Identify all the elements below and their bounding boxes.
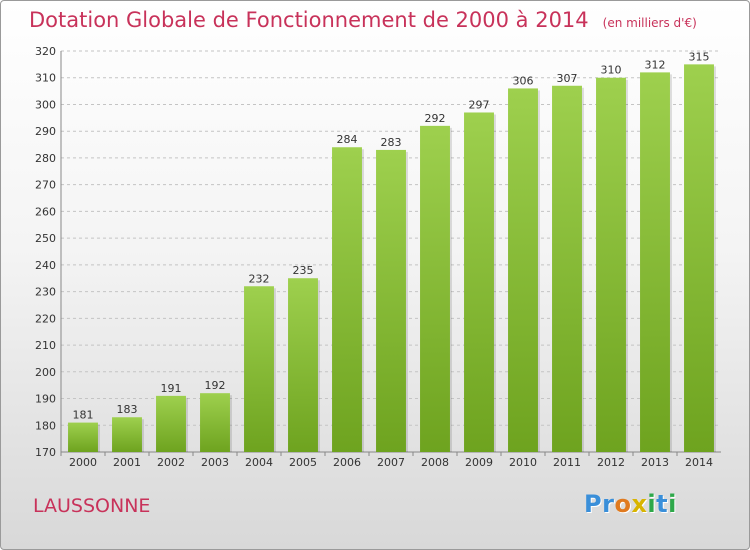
bar-value-label: 283 xyxy=(381,136,402,149)
y-tick-label: 270 xyxy=(35,179,56,192)
bar xyxy=(332,147,362,453)
chart-unit: (en milliers d'€) xyxy=(602,16,697,30)
x-tick-label: 2014 xyxy=(685,456,713,469)
bar-value-label: 191 xyxy=(161,382,182,395)
bar xyxy=(552,85,582,453)
bar xyxy=(464,112,494,452)
x-tick-label: 2005 xyxy=(289,456,317,469)
bar xyxy=(684,64,714,452)
logo-letter: o xyxy=(614,490,632,518)
bar xyxy=(68,422,98,452)
y-tick-label: 200 xyxy=(35,366,56,379)
bar xyxy=(596,77,626,452)
y-tick-label: 220 xyxy=(35,312,56,325)
y-tick-label: 300 xyxy=(35,98,56,111)
logo-letter: P xyxy=(584,490,603,518)
y-tick-label: 170 xyxy=(35,446,56,459)
bar-value-label: 232 xyxy=(249,272,270,285)
x-tick-label: 2011 xyxy=(553,456,581,469)
y-tick-label: 250 xyxy=(35,232,56,245)
bar-value-label: 315 xyxy=(689,50,710,63)
x-tick-label: 2002 xyxy=(157,456,185,469)
x-tick-label: 2010 xyxy=(509,456,537,469)
y-tick-label: 190 xyxy=(35,393,56,406)
x-tick-label: 2013 xyxy=(641,456,669,469)
x-tick-label: 2003 xyxy=(201,456,229,469)
x-tick-label: 2004 xyxy=(245,456,273,469)
y-tick-label: 240 xyxy=(35,259,56,272)
bar xyxy=(376,149,406,452)
logo-letter: x xyxy=(631,490,648,518)
proxiti-logo: Proxiti xyxy=(584,490,677,518)
bar-value-label: 292 xyxy=(425,112,446,125)
y-tick-label: 230 xyxy=(35,286,56,299)
x-tick-label: 2009 xyxy=(465,456,493,469)
bar-value-label: 235 xyxy=(293,264,314,277)
chart-title: Dotation Globale de Fonctionnement de 20… xyxy=(29,8,589,32)
bar-value-label: 312 xyxy=(645,58,666,71)
bar-value-label: 310 xyxy=(601,64,622,77)
y-tick-label: 280 xyxy=(35,152,56,165)
bar xyxy=(112,417,142,452)
x-tick-label: 2008 xyxy=(421,456,449,469)
logo-letter: i xyxy=(668,490,677,518)
y-tick-label: 320 xyxy=(35,45,56,58)
bar xyxy=(244,286,274,452)
y-tick-label: 290 xyxy=(35,125,56,138)
bar-value-label: 306 xyxy=(513,74,534,87)
x-tick-label: 2007 xyxy=(377,456,405,469)
logo-letter: t xyxy=(656,490,669,518)
bar xyxy=(508,88,538,452)
logo-letter: i xyxy=(647,490,657,518)
x-tick-label: 2000 xyxy=(69,456,97,469)
y-tick-label: 310 xyxy=(35,72,56,85)
bar-value-label: 297 xyxy=(469,98,490,111)
x-tick-label: 2006 xyxy=(333,456,361,469)
y-tick-label: 260 xyxy=(35,205,56,218)
bar-value-label: 181 xyxy=(73,409,94,422)
y-tick-label: 180 xyxy=(35,419,56,432)
y-tick-label: 210 xyxy=(35,339,56,352)
bar-value-label: 192 xyxy=(205,379,226,392)
bar-value-label: 307 xyxy=(557,72,578,85)
bar-value-label: 183 xyxy=(117,403,138,416)
logo-letter: r xyxy=(602,490,615,518)
bar xyxy=(156,395,186,452)
bar xyxy=(420,125,450,452)
x-tick-label: 2012 xyxy=(597,456,625,469)
bar xyxy=(200,393,230,452)
bar xyxy=(640,72,670,453)
title-row: Dotation Globale de Fonctionnement de 20… xyxy=(29,8,697,32)
bar xyxy=(288,278,318,452)
bar-value-label: 284 xyxy=(337,133,358,146)
x-tick-label: 2001 xyxy=(113,456,141,469)
commune-name: LAUSSONNE xyxy=(33,495,151,517)
